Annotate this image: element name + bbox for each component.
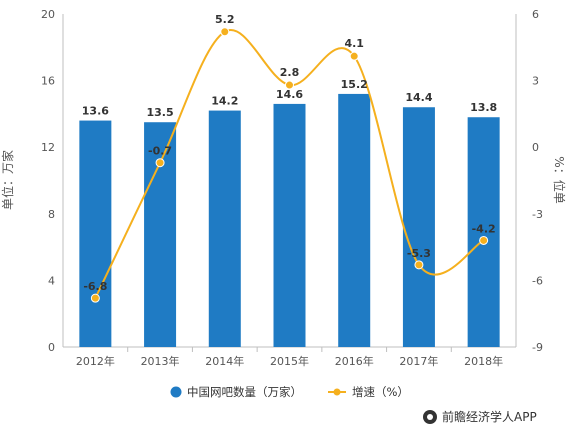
line-point xyxy=(349,51,359,61)
bar-value-label: 14.6 xyxy=(276,88,303,101)
legend-line-marker xyxy=(333,388,341,396)
legend-line-label: 增速（%） xyxy=(352,385,409,399)
bar-value-label: 13.6 xyxy=(82,105,109,118)
bar-value-label: 15.2 xyxy=(341,78,368,91)
credit-text: 前瞻经济学人APP xyxy=(442,409,537,424)
y-axis-right-title: %：位单 xyxy=(552,156,567,203)
x-tick-label: 2013年 xyxy=(141,354,180,368)
bar-value-label: 14.2 xyxy=(211,95,238,108)
y-tick-left-label: 20 xyxy=(41,8,55,21)
bar-value-label: 13.5 xyxy=(147,106,174,119)
line-series xyxy=(90,27,489,303)
line-value-label: 5.2 xyxy=(215,13,235,26)
x-ticks: 2012年 2013年 2014年 2015年 2016年 2017年 2018年 xyxy=(76,347,503,368)
bar-value-label: 13.8 xyxy=(470,101,497,114)
y-tick-right-label: -9 xyxy=(532,341,543,354)
credit: 前瞻经济学人APP xyxy=(423,409,537,424)
line-point xyxy=(155,158,165,168)
line-point xyxy=(414,260,424,270)
line-value-label: -5.3 xyxy=(407,247,431,260)
legend-bar-swatch xyxy=(170,386,182,398)
line-point xyxy=(285,80,294,90)
line-point xyxy=(220,27,230,37)
y-tick-right-label: 3 xyxy=(532,75,539,88)
line-value-label: -0.7 xyxy=(148,145,172,158)
bar xyxy=(338,93,371,347)
y-tick-right-label: 0 xyxy=(532,141,539,154)
y-tick-left-label: 0 xyxy=(48,341,55,354)
bar xyxy=(208,110,241,347)
line-value-label: -4.2 xyxy=(472,222,496,235)
bar xyxy=(79,120,112,347)
line-point xyxy=(479,235,489,245)
bar-value-label: 14.4 xyxy=(405,91,432,104)
y-axis-left-title: 单位：万家 xyxy=(0,150,15,210)
legend: 中国网吧数量（万家） 增速（%） xyxy=(170,385,409,399)
y-ticks-right: -9 -6 -3 0 3 6 xyxy=(532,8,543,354)
y-tick-right-label: -3 xyxy=(532,208,543,221)
y-tick-left-label: 12 xyxy=(41,141,55,154)
x-tick-label: 2017年 xyxy=(399,354,438,368)
x-tick-label: 2014年 xyxy=(205,354,244,368)
bar-series xyxy=(79,93,500,348)
y-tick-right-label: 6 xyxy=(532,8,539,21)
legend-bar-label: 中国网吧数量（万家） xyxy=(187,385,302,399)
bar xyxy=(273,103,306,347)
y-tick-left-label: 4 xyxy=(48,274,55,287)
bar xyxy=(467,117,500,347)
x-tick-label: 2016年 xyxy=(335,354,374,368)
bar xyxy=(402,107,435,348)
brand-circle-icon-inner xyxy=(427,414,433,420)
line-point xyxy=(90,293,100,303)
line-value-label: -6.8 xyxy=(83,280,107,293)
x-tick-label: 2018年 xyxy=(464,354,503,368)
y-tick-right-label: -6 xyxy=(532,274,543,287)
y-tick-left-label: 16 xyxy=(41,75,55,88)
y-ticks-left: 0 4 8 12 16 20 xyxy=(41,8,55,354)
y-tick-left-label: 8 xyxy=(48,208,55,221)
x-tick-label: 2015年 xyxy=(270,354,309,368)
line-value-label: 4.1 xyxy=(344,37,364,50)
data-labels: 13.6 13.5 14.2 14.6 15.2 14.4 13.8 -6.8 -0.7 5.2 2… xyxy=(82,13,497,293)
line-value-label: 2.8 xyxy=(280,66,300,79)
x-tick-label: 2012年 xyxy=(76,354,115,368)
